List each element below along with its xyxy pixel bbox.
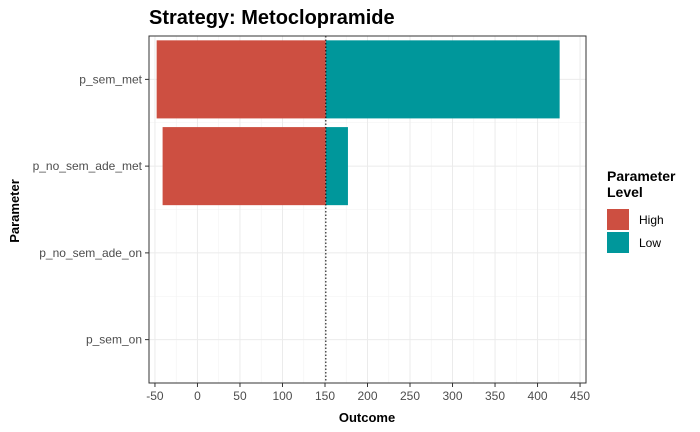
x-tick-label: 350 [485, 389, 505, 403]
x-tick-label: 400 [528, 389, 548, 403]
y-tick-label: p_sem_met [79, 72, 142, 86]
bar-high-p_sem_met [156, 40, 326, 119]
x-tick-label: 100 [272, 389, 292, 403]
y-axis-ticks: p_sem_met p_no_sem_ade_met p_no_sem_ade_on… [33, 72, 149, 347]
legend-title-line-1: Parameter [607, 168, 676, 184]
bar-low-p_no_sem_ade_met [325, 127, 348, 206]
legend-key-low [607, 232, 629, 253]
y-axis-title: Parameter [7, 179, 22, 243]
y-tick-label: p_no_sem_ade_met [33, 159, 143, 173]
x-tick-label: 450 [570, 389, 590, 403]
bar-high-p_no_sem_ade_met [162, 127, 326, 206]
y-tick-label: p_no_sem_ade_on [39, 246, 142, 260]
x-tick-label: 150 [315, 389, 335, 403]
x-tick-label: -50 [146, 389, 164, 403]
legend: Parameter Level High Low [607, 168, 676, 253]
legend-key-high [607, 209, 629, 230]
legend-label-low: Low [639, 236, 661, 250]
plot-area [148, 35, 587, 384]
legend-title-line-2: Level [607, 184, 643, 200]
x-tick-label: 0 [194, 389, 201, 403]
x-axis-title: Outcome [339, 410, 395, 425]
x-axis-ticks: -50 0 50 100 150 200 250 300 350 400 450 [146, 383, 590, 403]
legend-label-high: High [639, 213, 664, 227]
x-tick-label: 200 [357, 389, 377, 403]
bars [156, 40, 560, 206]
x-tick-label: 250 [400, 389, 420, 403]
bar-low-p_sem_met [325, 40, 560, 119]
chart-title: Strategy: Metoclopramide [149, 7, 395, 29]
x-tick-label: 300 [443, 389, 463, 403]
y-tick-label: p_sem_on [86, 333, 142, 347]
x-tick-label: 50 [233, 389, 247, 403]
